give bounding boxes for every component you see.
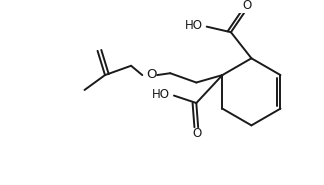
- Text: O: O: [242, 0, 251, 12]
- Text: HO: HO: [185, 19, 203, 32]
- Text: O: O: [192, 127, 202, 140]
- Text: HO: HO: [152, 88, 170, 101]
- Text: O: O: [146, 68, 157, 81]
